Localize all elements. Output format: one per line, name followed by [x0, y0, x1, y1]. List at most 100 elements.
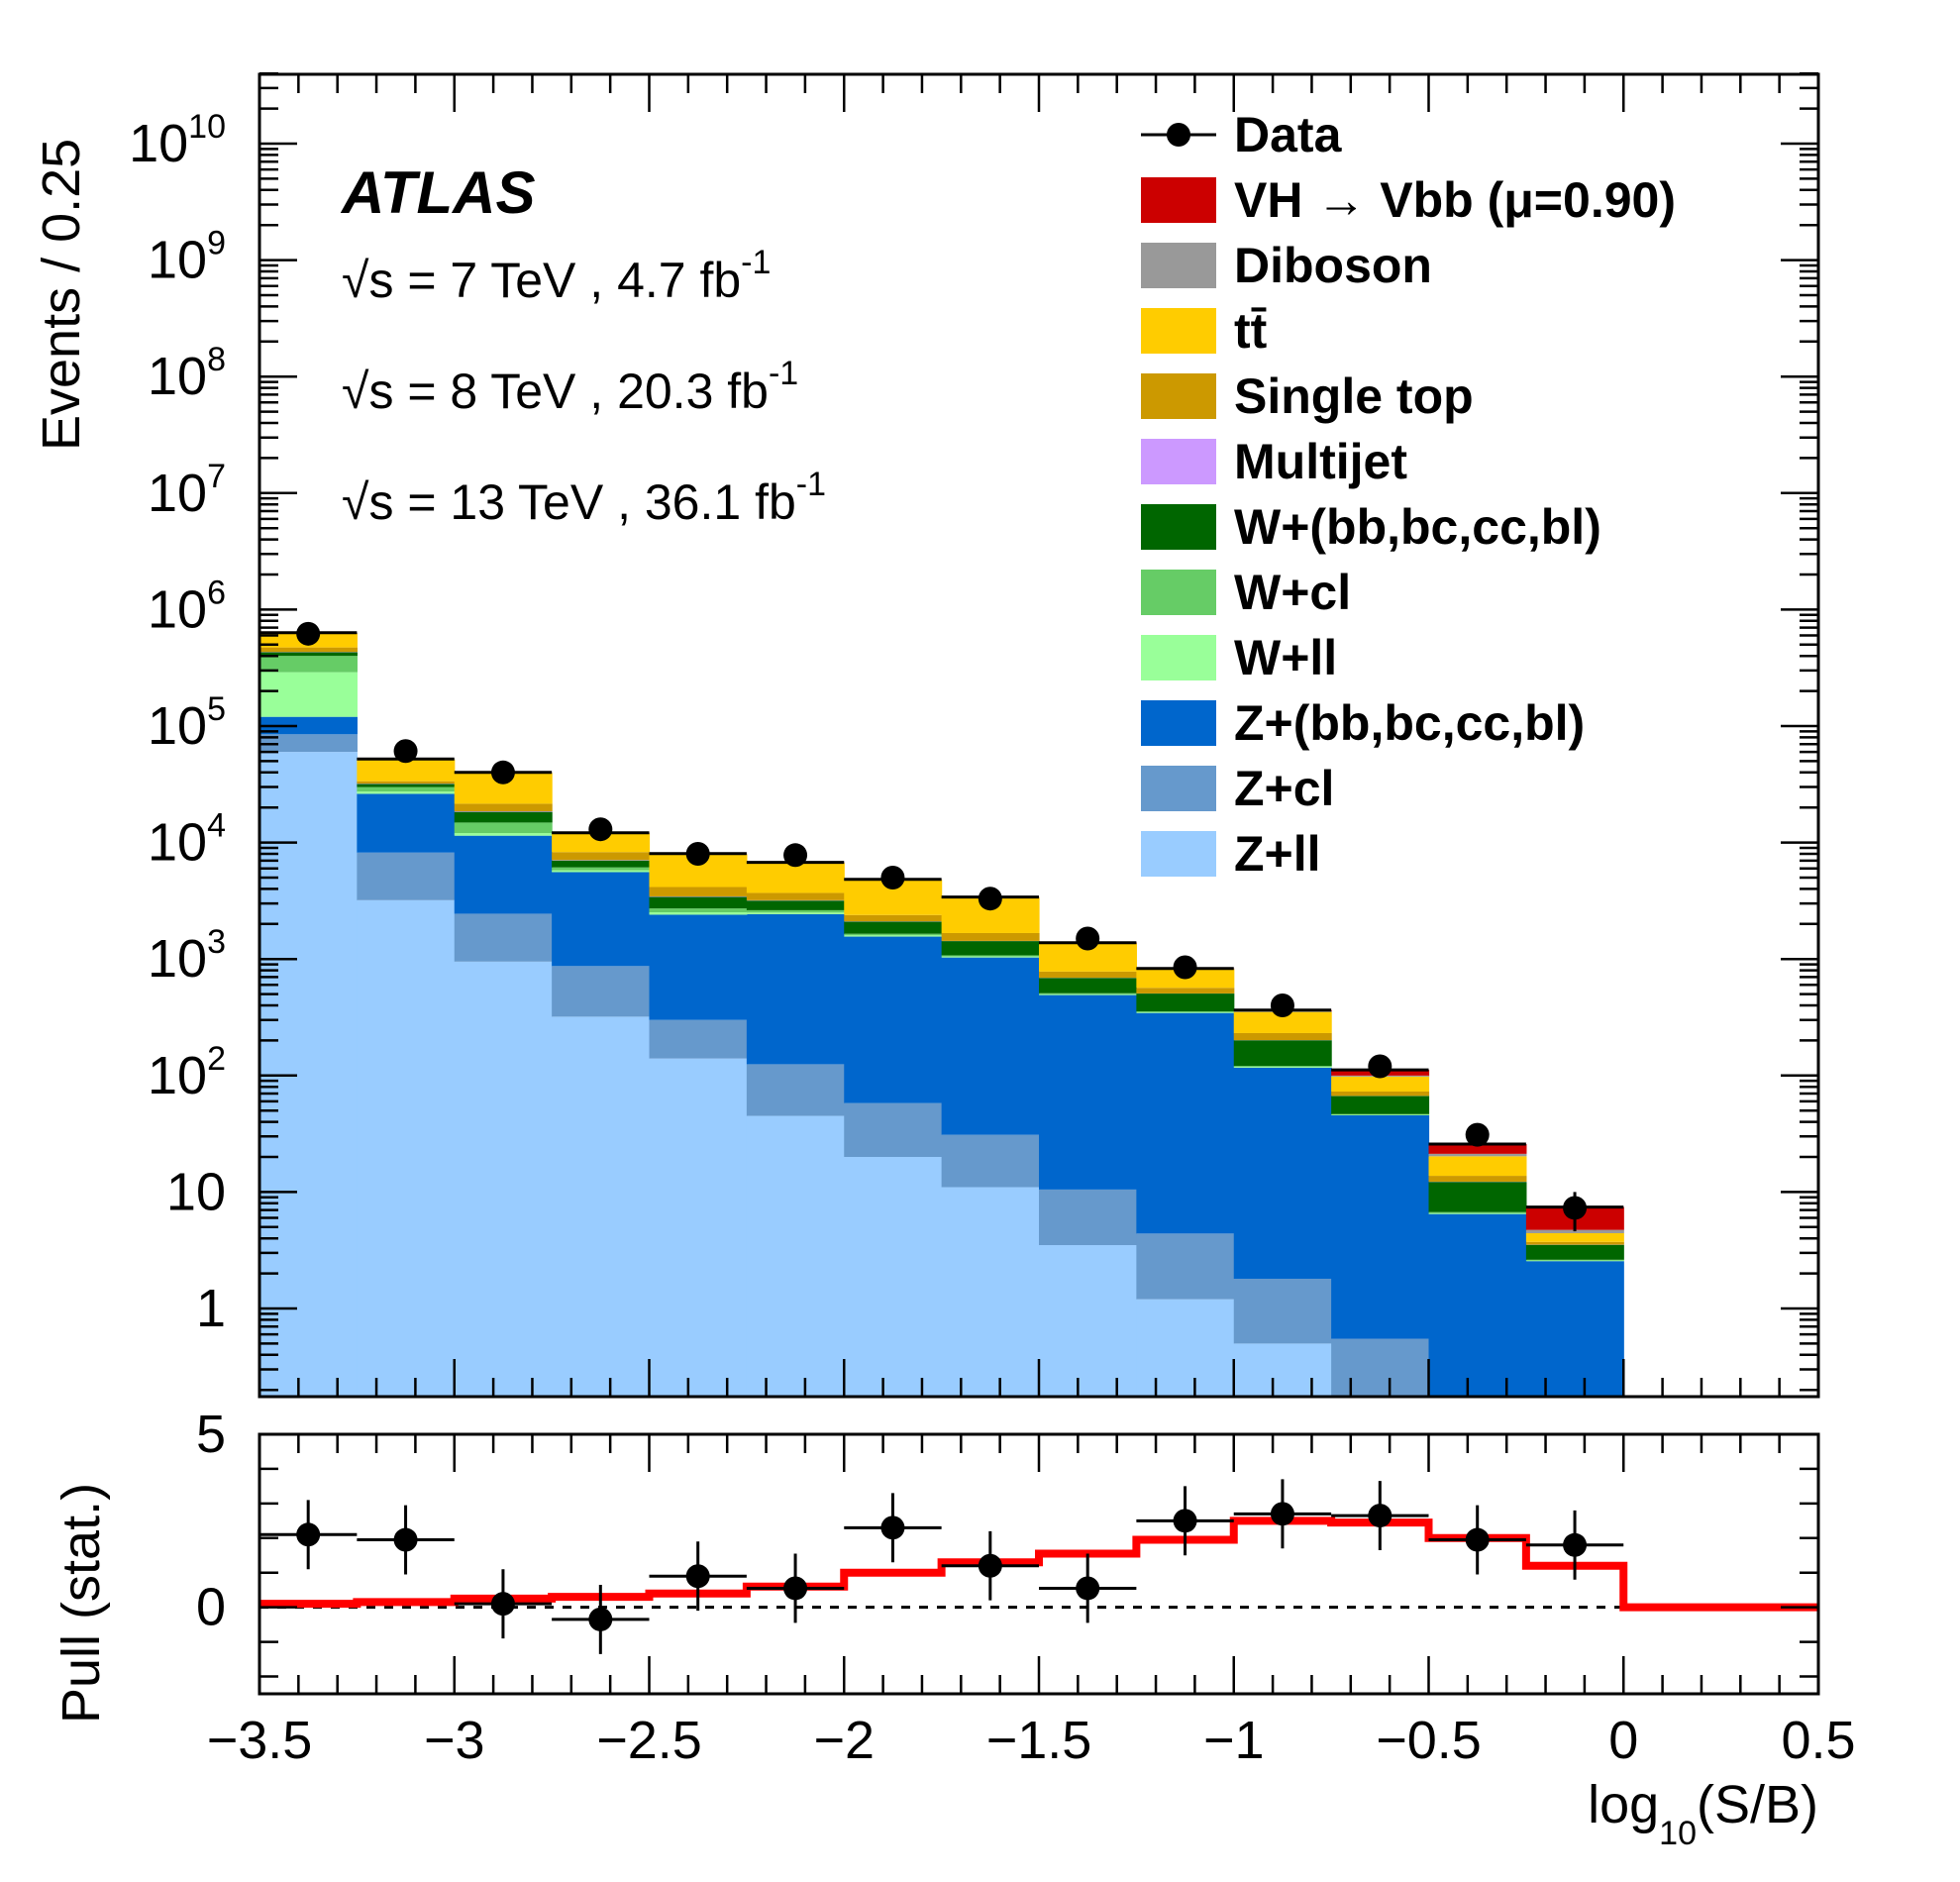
energy-line-text: = 8 TeV , 20.3 fb — [393, 364, 769, 419]
legend-swatch — [1141, 308, 1216, 354]
x-axis-title-sub: 10 — [1659, 1815, 1697, 1852]
stack-bar — [844, 914, 943, 922]
y-tick-label-base: 10 — [148, 929, 207, 989]
stack-bar — [941, 956, 1040, 958]
data-point-marker — [880, 866, 905, 890]
stack-bar — [259, 656, 358, 673]
energy-lines: √s = 7 TeV , 4.7 fb-1√s = 8 TeV , 20.3 f… — [342, 244, 826, 530]
pull-point-marker — [880, 1516, 905, 1540]
legend-item: Z+(bb,bc,cc,bl) — [1141, 695, 1585, 751]
y-tick-label-base: 10 — [148, 696, 207, 756]
data-point-marker — [588, 817, 613, 842]
y-tick-label: 106 — [148, 574, 226, 639]
legend-swatch — [1141, 831, 1216, 877]
pull-point — [1331, 1481, 1429, 1551]
stack-bar — [1136, 1011, 1235, 1012]
stack-bar — [454, 913, 553, 962]
legend-label: VH → Vbb (μ=0.90) — [1234, 172, 1676, 228]
energy-line-sqrt: √s — [342, 253, 393, 308]
stack-bar — [1039, 1189, 1137, 1246]
data-point-marker — [1465, 1122, 1490, 1147]
stack-bar — [1331, 1076, 1430, 1092]
stack-bar — [1525, 1260, 1624, 1262]
stack-bar — [1525, 1261, 1624, 1397]
stack-bar — [1136, 1012, 1235, 1234]
y-tick-label: 102 — [148, 1040, 226, 1105]
legend-item: W+ll — [1141, 630, 1337, 685]
energy-line-sqrt: √s — [342, 474, 393, 530]
x-tick-label: −3.5 — [207, 1711, 313, 1770]
y-tick-label-exp: 6 — [207, 574, 226, 611]
stack-bar — [1525, 1259, 1624, 1261]
x-tick-label: −2 — [813, 1711, 875, 1770]
stack-bar — [649, 908, 748, 912]
stack-bar — [844, 921, 943, 934]
y-tick-label-exp: 4 — [207, 807, 226, 845]
series-z-bb-bc-cc-bl- — [259, 716, 1624, 1397]
stack-bar — [1331, 1091, 1430, 1097]
pull-axes: 0 5 −3.5 −3 −2.5 −2 −1.5 −1 −0.5 0 0.5 — [196, 1405, 1856, 1770]
atlas-label: ATLAS — [340, 159, 536, 226]
y-tick-label-base: 10 — [148, 1046, 207, 1105]
pull-point — [941, 1530, 1039, 1601]
x-axis-title-rest: (S/B) — [1697, 1775, 1818, 1834]
stack-bar — [1525, 1241, 1624, 1245]
pull-point-marker — [1465, 1527, 1490, 1552]
stack-bar — [844, 936, 943, 1103]
y-tick-label-exp: 7 — [207, 458, 226, 495]
legend-swatch — [1141, 439, 1216, 484]
data-point — [783, 843, 808, 868]
stack-bar — [357, 899, 456, 1397]
stack-bar — [1233, 1343, 1332, 1397]
pull-point-marker — [490, 1592, 515, 1617]
stack-bar — [1233, 1066, 1332, 1068]
stack-bar — [552, 870, 651, 873]
stack-bar — [941, 955, 1040, 957]
x-axis-title: log10(S/B) — [1588, 1775, 1818, 1852]
y-tick-label: 109 — [148, 225, 226, 290]
stack-bar — [259, 716, 358, 735]
data-point — [1173, 955, 1197, 980]
pull-point — [552, 1584, 650, 1654]
energy-line: √s = 8 TeV , 20.3 fb-1 — [342, 355, 798, 419]
x-axis-title-main: log — [1588, 1775, 1659, 1834]
x-tick-label: 0 — [1608, 1711, 1638, 1770]
stack-bar — [941, 1134, 1040, 1188]
stack-bar — [746, 913, 845, 1065]
y-tick-label: 103 — [148, 923, 226, 989]
y-tick-label: 107 — [148, 458, 226, 523]
stack-bar — [357, 784, 456, 787]
stack-bar — [1039, 993, 1137, 995]
stack-bar — [844, 933, 943, 936]
legend-swatch — [1141, 243, 1216, 288]
pull-point — [1039, 1553, 1137, 1623]
pull-point-marker — [296, 1522, 321, 1547]
stack-bar — [1136, 1011, 1235, 1013]
series-tt- — [259, 633, 1624, 1242]
y-tick-label-base: 10 — [148, 231, 207, 290]
data-point-marker — [1368, 1054, 1393, 1079]
data-point — [1076, 926, 1100, 951]
legend-label: Single top — [1234, 368, 1474, 424]
stack-bar — [649, 914, 748, 1020]
series-w-ll — [259, 672, 1624, 1262]
legend-item: Z+ll — [1141, 826, 1321, 882]
stack-bar — [259, 734, 358, 753]
stack-bar — [746, 863, 845, 893]
stack-bar — [1233, 1032, 1332, 1041]
y-tick-label-exp: 3 — [207, 923, 226, 961]
legend-label: W+ll — [1234, 630, 1337, 685]
pull-point-marker — [393, 1527, 418, 1552]
stack-bar — [1331, 1114, 1430, 1115]
data-point-marker — [1076, 926, 1100, 951]
stack-bar — [1428, 1212, 1527, 1214]
stack-bar — [552, 860, 651, 868]
stack-bar — [357, 786, 456, 792]
data-point — [1563, 1192, 1588, 1232]
data-point-marker — [1563, 1196, 1588, 1220]
pull-point-marker — [1076, 1576, 1100, 1601]
stack-bar — [1039, 978, 1137, 993]
pull-point — [259, 1500, 358, 1570]
legend-swatch — [1141, 177, 1216, 223]
